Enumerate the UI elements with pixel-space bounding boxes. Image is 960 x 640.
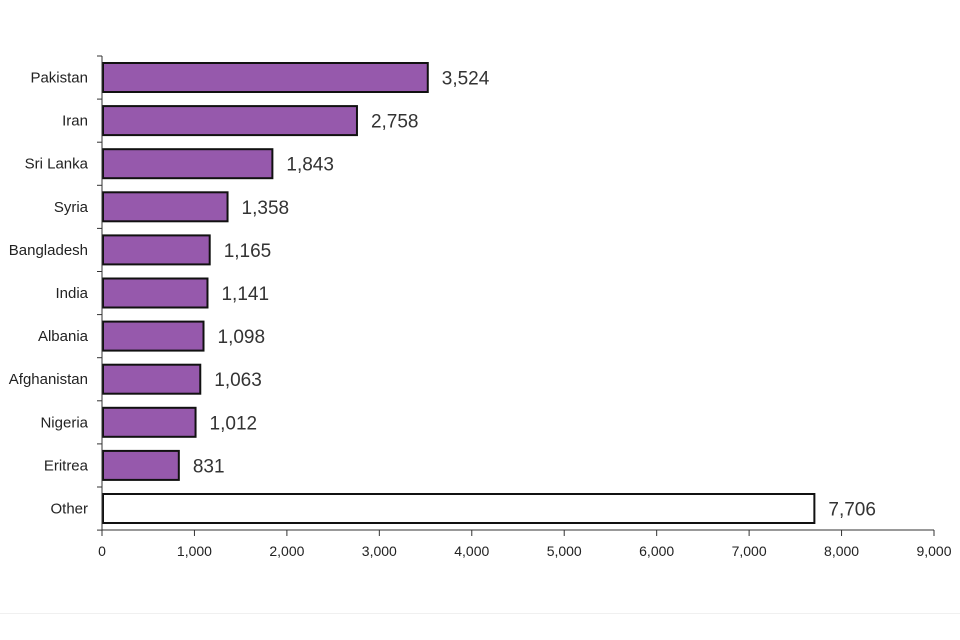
bar-eritrea — [102, 449, 180, 481]
bar-sri-lanka — [102, 148, 274, 180]
value-label-pakistan: 3,524 — [442, 69, 490, 90]
x-tick-label: 7,000 — [732, 543, 767, 559]
x-tick-label: 0 — [98, 543, 106, 559]
value-label-india: 1,141 — [221, 284, 269, 305]
x-tick-label: 5,000 — [547, 543, 582, 559]
x-tick-label: 9,000 — [916, 543, 951, 559]
bar-other — [102, 493, 816, 524]
x-tick-label: 1,000 — [177, 543, 212, 559]
value-label-other: 7,706 — [828, 500, 876, 521]
category-label-pakistan: Pakistan — [30, 70, 88, 87]
x-tick-label: 3,000 — [362, 543, 397, 559]
value-label-albania: 1,098 — [218, 327, 266, 348]
x-tick-label: 6,000 — [639, 543, 674, 559]
value-label-afghanistan: 1,063 — [214, 370, 262, 391]
category-label-nigeria: Nigeria — [40, 414, 88, 431]
category-label-other: Other — [50, 501, 88, 518]
category-label-syria: Syria — [54, 199, 89, 216]
value-label-bangladesh: 1,165 — [224, 241, 272, 262]
bar-pakistan — [102, 62, 429, 93]
bar-bangladesh — [102, 234, 211, 266]
value-label-iran: 2,758 — [371, 112, 419, 133]
x-tick-label: 4,000 — [454, 543, 489, 559]
bar-albania — [102, 320, 205, 352]
category-label-sri-lanka: Sri Lanka — [25, 156, 89, 173]
value-label-eritrea: 831 — [193, 456, 225, 477]
bar-syria — [102, 191, 229, 223]
category-label-iran: Iran — [62, 113, 88, 130]
bar-nigeria — [102, 406, 197, 438]
category-label-afghanistan: Afghanistan — [9, 371, 88, 388]
footer-divider — [0, 613, 960, 614]
bar-afghanistan — [102, 363, 202, 395]
category-label-bangladesh: Bangladesh — [9, 242, 88, 259]
value-label-sri-lanka: 1,843 — [286, 155, 334, 176]
category-labels: Pakistan Iran Sri Lanka Syria Bangladesh Indi… — [9, 70, 89, 518]
bar-india — [102, 277, 209, 309]
x-ticks: 0 1,000 2,000 3,000 4,000 5,000 6,000 7,000 8,00… — [98, 530, 952, 559]
x-tick-label: 8,000 — [824, 543, 859, 559]
value-labels: 3,524 2,758 1,843 1,358 1,165 1,141 1,098 1,063… — [193, 69, 876, 521]
value-label-nigeria: 1,012 — [210, 413, 258, 434]
y-ticks — [97, 55, 102, 531]
category-label-india: India — [55, 285, 88, 302]
category-label-albania: Albania — [38, 328, 89, 345]
axes — [101, 56, 934, 531]
category-label-eritrea: Eritrea — [44, 457, 89, 474]
value-label-syria: 1,358 — [242, 198, 290, 219]
bar-iran — [102, 105, 358, 137]
bars — [102, 62, 816, 524]
x-tick-label: 2,000 — [269, 543, 304, 559]
